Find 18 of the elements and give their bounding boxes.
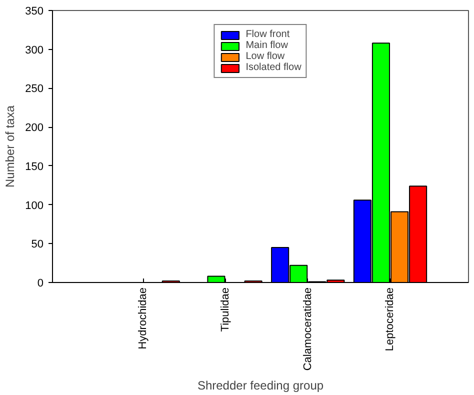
x-tick-label: Hydrochidae	[137, 287, 150, 350]
y-tick-label: 50	[31, 238, 44, 251]
y-axis-title: Number of taxa	[3, 105, 18, 188]
y-tick-label: 150	[25, 160, 44, 173]
x-tick-label: Leptoceridae	[384, 287, 396, 352]
x-tick-label: Calamoceratidae	[302, 288, 314, 371]
y-tick-label: 350	[25, 6, 44, 18]
legend-label: Isolated flow	[246, 62, 302, 73]
x-axis-title: Shredder feeding group	[197, 378, 324, 393]
y-tick-label: 100	[25, 200, 44, 212]
x-tick-label: Tipulidae	[219, 287, 232, 332]
legend-label: Low flow	[246, 51, 285, 62]
y-tick-label: 0	[37, 278, 44, 290]
y-tick-label: 200	[25, 122, 44, 134]
legend-label: Main flow	[246, 40, 288, 51]
legend-label: Flow front	[246, 29, 290, 40]
y-tick-label: 300	[25, 44, 44, 56]
y-tick-label: 250	[25, 83, 44, 96]
